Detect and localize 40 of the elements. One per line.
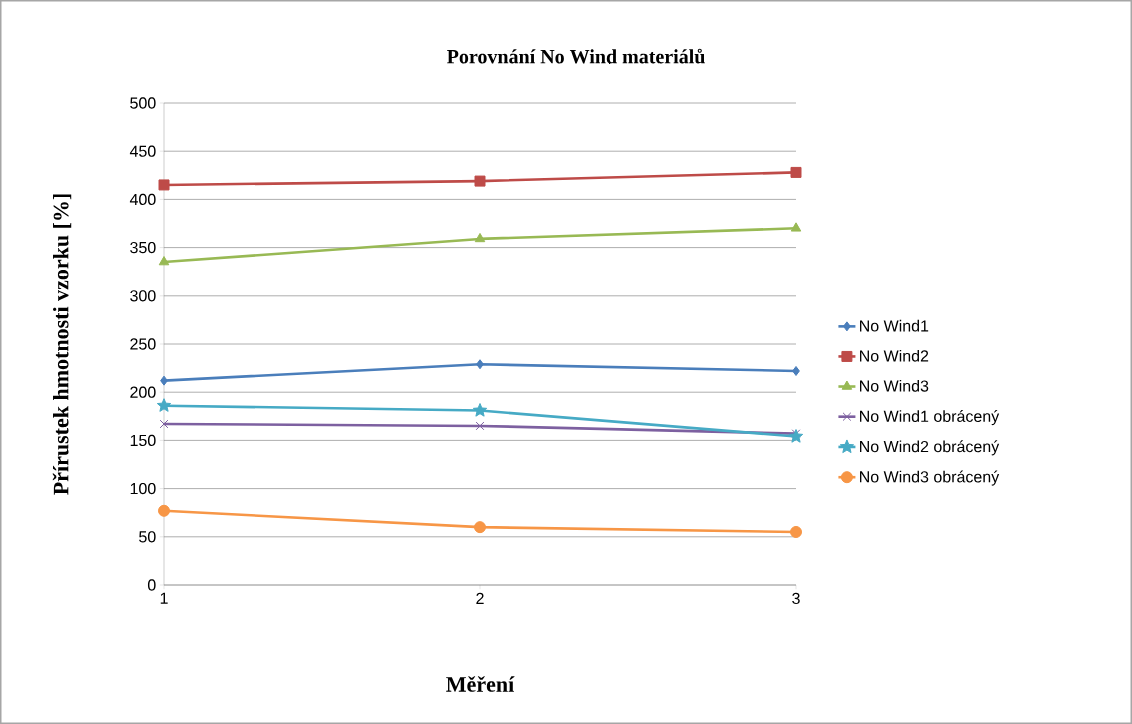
y-tick-label: 150	[130, 434, 156, 447]
y-tick-label: 350	[130, 241, 156, 254]
point	[472, 403, 488, 417]
legend-label: No Wind1	[860, 319, 929, 332]
point	[476, 359, 484, 370]
x-axis-title: Měření	[446, 676, 515, 692]
y-tick-label: 250	[130, 338, 156, 350]
point	[792, 365, 800, 376]
point	[156, 398, 172, 412]
point	[790, 222, 802, 232]
point	[160, 375, 168, 386]
y-tick-label: 400	[129, 193, 156, 206]
point	[474, 232, 486, 243]
point	[790, 166, 802, 178]
legend-label: No Wind2 obrácený	[860, 440, 1000, 456]
point	[474, 521, 486, 534]
y-tick-label: 200	[130, 386, 156, 398]
y-tick-label: 100	[130, 482, 156, 495]
legend-label: No Wind2	[860, 349, 929, 362]
point	[790, 525, 803, 538]
point	[788, 429, 804, 443]
x-tick-label: 3	[792, 592, 800, 605]
chart-title: Porovnání No Wind materiálů	[447, 48, 705, 64]
y-tick-label: 500	[130, 97, 156, 109]
x-tick-label: 2	[476, 592, 484, 604]
y-tick-label: 450	[129, 145, 156, 157]
point	[158, 256, 170, 266]
legend-label: No Wind3 obrácený	[860, 470, 1000, 486]
legend-label: No Wind1 obrácený	[860, 410, 1000, 426]
point	[475, 421, 485, 431]
point	[158, 504, 170, 517]
y-tick-label: 0	[147, 579, 156, 591]
x-tick-label: 1	[160, 592, 168, 604]
y-axis-title: Přírustek hmotnosti vzorku [%]	[52, 194, 72, 495]
point	[158, 179, 170, 191]
y-tick-label: 50	[139, 531, 156, 543]
y-tick-label: 300	[130, 290, 156, 302]
legend-label: No Wind3	[860, 379, 929, 392]
point	[474, 175, 486, 187]
point	[159, 419, 169, 429]
